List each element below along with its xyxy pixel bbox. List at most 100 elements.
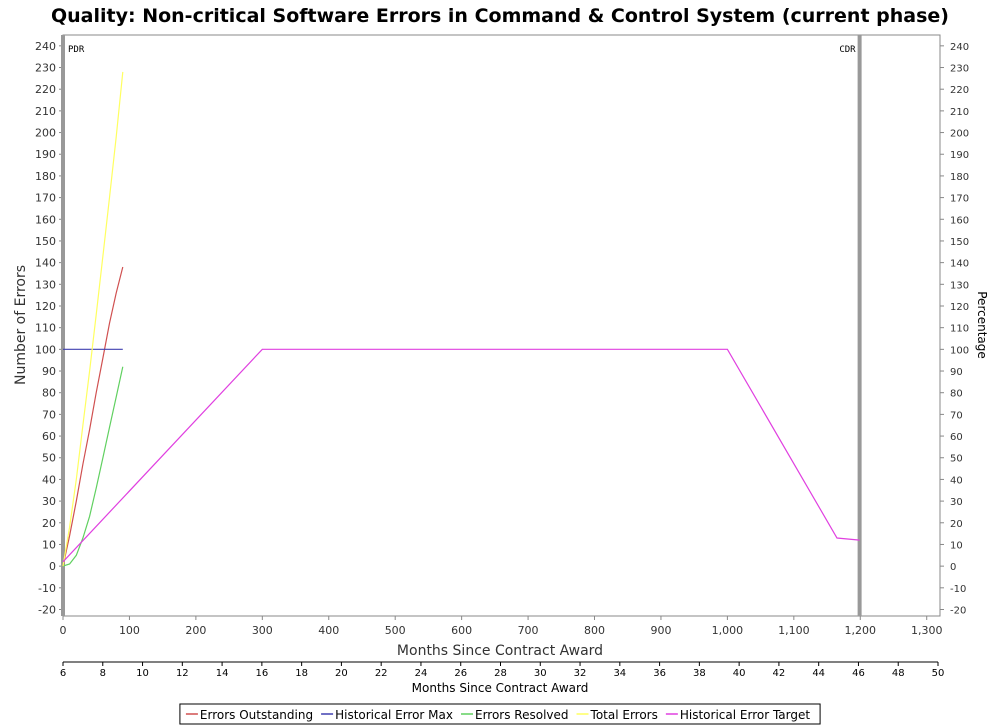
x-tick-label: 600: [451, 624, 472, 637]
x2-tick-label: 6: [60, 668, 66, 679]
x-tick-label: 0: [60, 624, 67, 637]
x-tick-label: 700: [518, 624, 539, 637]
x2-tick-label: 42: [773, 668, 786, 679]
legend-label: Historical Error Max: [335, 708, 453, 722]
series-line: [62, 71, 124, 567]
plot-area: [62, 34, 941, 617]
x2-tick-label: 20: [335, 668, 348, 679]
legend-item: Historical Error Max: [321, 708, 453, 722]
y2-tick-label: 180: [950, 172, 969, 183]
x-tick-label: 100: [119, 624, 140, 637]
y2-tick-label: 240: [950, 42, 969, 53]
y-tick-label: 60: [42, 430, 56, 443]
y2-tick-label: 50: [950, 454, 963, 465]
y2-tick-label: 120: [950, 302, 969, 313]
x2-tick-label: 32: [574, 668, 587, 679]
y-tick-label: 170: [35, 192, 56, 205]
x2-tick-label: 28: [494, 668, 507, 679]
y-axis-left: -20 -10 0 10 20 30 40 50 60 70 80 90 100 110 120 130 140…: [35, 35, 64, 616]
y2-tick-label: 220: [950, 85, 969, 96]
y2-axis-label: Percentage: [975, 291, 989, 359]
x-axis-secondary: 6 8 10 12 14 16 18 20 22 24 26 28 30 32 34 36 38 40 42 44 46…: [60, 661, 945, 679]
x2-tick-label: 30: [534, 668, 547, 679]
y2-tick-label: 200: [950, 129, 969, 140]
series-line: [62, 348, 860, 563]
y-tick-label: 100: [35, 343, 56, 356]
legend-item: Total Errors: [576, 708, 658, 722]
x-tick-label: 1,100: [778, 624, 810, 637]
y2-tick-label: 80: [950, 389, 963, 400]
legend-item: Errors Outstanding: [185, 708, 313, 722]
x2-tick-label: 46: [852, 668, 865, 679]
x-tick-label: 300: [252, 624, 273, 637]
x2-tick-label: 16: [255, 668, 268, 679]
y2-tick-label: -10: [950, 584, 966, 595]
y2-tick-label: 40: [950, 475, 963, 486]
y-tick-label: 70: [42, 408, 56, 421]
y-tick-label: 150: [35, 235, 56, 248]
y-tick-label: 190: [35, 148, 56, 161]
series-lines: [62, 71, 860, 567]
y2-tick-label: 10: [950, 540, 963, 551]
y-tick-label: 180: [35, 170, 56, 183]
x2-tick-label: 36: [653, 668, 666, 679]
y2-tick-label: 30: [950, 497, 963, 508]
legend-item: Errors Resolved: [460, 708, 569, 722]
series-line: [62, 266, 124, 567]
x2-tick-label: 34: [613, 668, 626, 679]
y-tick-label: 230: [35, 62, 56, 75]
series-line: [62, 366, 124, 567]
y2-tick-label: 190: [950, 150, 969, 161]
y2-tick-label: 110: [950, 324, 969, 335]
y2-tick-label: 230: [950, 64, 969, 75]
y-tick-label: 120: [35, 300, 56, 313]
y-tick-label: 110: [35, 322, 56, 335]
x2-tick-label: 26: [454, 668, 467, 679]
x2-tick-label: 22: [375, 668, 388, 679]
x-axis-primary: 0 100 200 300 400 500 600 700 800 900 1,000 1,100 1,…: [60, 616, 943, 637]
x2-tick-label: 12: [176, 668, 189, 679]
y2-tick-label: 160: [950, 215, 969, 226]
y2-tick-label: 210: [950, 107, 969, 118]
y2-tick-label: 70: [950, 410, 963, 421]
y2-tick-label: 170: [950, 194, 969, 205]
x2-tick-label: 50: [932, 668, 945, 679]
y2-tick-label: 60: [950, 432, 963, 443]
x-tick-label: 1,300: [911, 624, 943, 637]
y2-tick-label: 150: [950, 237, 969, 248]
x2-tick-label: 10: [136, 668, 149, 679]
x2-tick-label: 8: [100, 668, 106, 679]
y-axis-right: -20 -10 0 10 20 30 40 50 60 70 80 90 100 110 120 130 140…: [940, 42, 969, 616]
y2-tick-label: 90: [950, 367, 963, 378]
y-tick-label: -10: [38, 582, 56, 595]
y-tick-label: 240: [35, 40, 56, 53]
y2-tick-label: -20: [950, 605, 966, 616]
y-tick-label: 210: [35, 105, 56, 118]
legend-label: Historical Error Target: [680, 708, 811, 722]
y-tick-label: 20: [42, 517, 56, 530]
y-tick-label: 30: [42, 495, 56, 508]
phase-marker-label: CDR: [839, 45, 856, 55]
x-tick-label: 1,200: [845, 624, 877, 637]
chart-title: Quality: Non-critical Software Errors in…: [51, 5, 949, 27]
y-tick-label: 220: [35, 83, 56, 96]
x-tick-label: 200: [185, 624, 206, 637]
y-tick-label: 40: [42, 473, 56, 486]
legend-label: Total Errors: [590, 708, 658, 722]
legend: Errors Outstanding Historical Error Max Er…: [179, 703, 821, 725]
legend-label: Errors Resolved: [475, 708, 569, 722]
legend-box: [179, 703, 821, 725]
y-tick-label: -20: [38, 603, 56, 616]
x2-tick-label: 48: [892, 668, 905, 679]
x2-tick-label: 18: [295, 668, 308, 679]
x2-tick-label: 24: [415, 668, 428, 679]
x2-tick-label: 38: [693, 668, 706, 679]
y2-tick-label: 140: [950, 259, 969, 270]
y-tick-label: 140: [35, 257, 56, 270]
y-tick-label: 160: [35, 213, 56, 226]
y-tick-label: 50: [42, 452, 56, 465]
x2-axis-label: Months Since Contract Award: [412, 681, 589, 695]
legend-item: Historical Error Target: [665, 708, 811, 722]
x-tick-label: 800: [584, 624, 605, 637]
phase-markers: PDR CDR: [61, 35, 862, 616]
